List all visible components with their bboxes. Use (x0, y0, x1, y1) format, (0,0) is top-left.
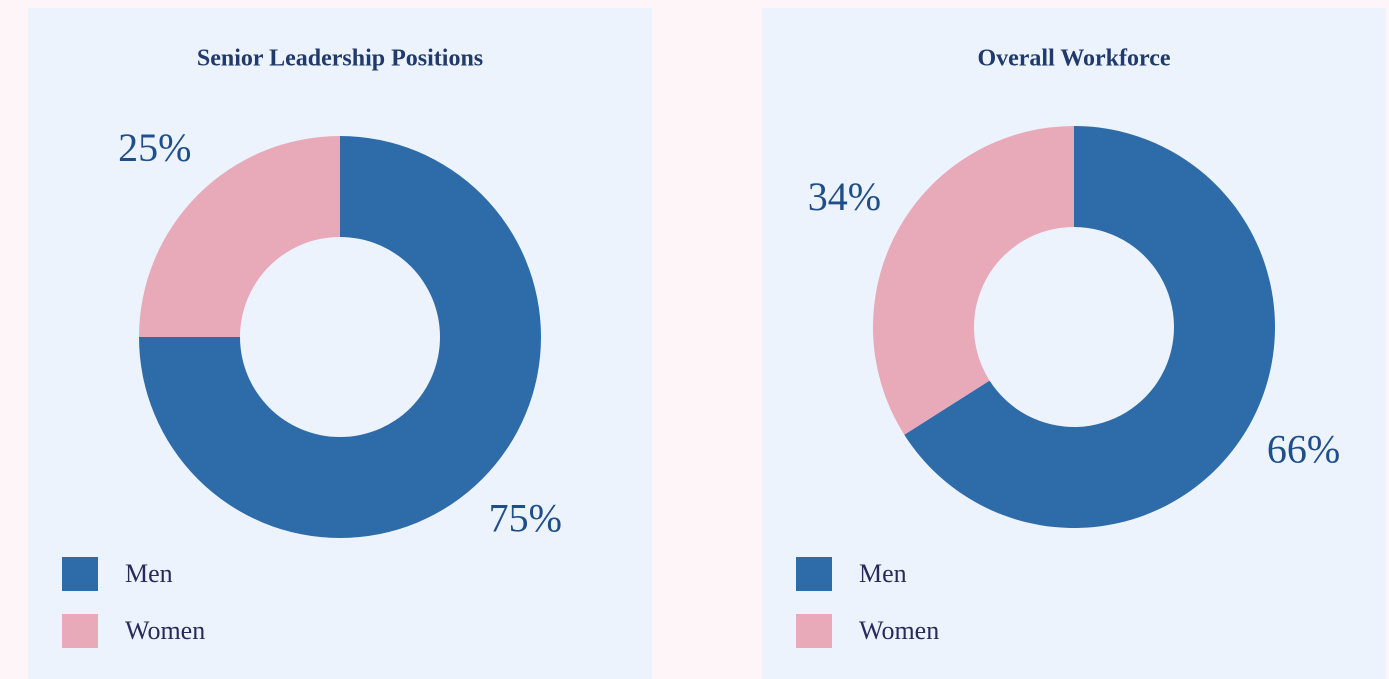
legend-swatch (796, 557, 832, 591)
panel (762, 8, 1386, 679)
panel (28, 8, 652, 679)
legend-label: Men (125, 559, 173, 588)
legend-swatch (62, 557, 98, 591)
value-label: 34% (808, 174, 881, 219)
legend-label: Women (859, 616, 939, 645)
value-label: 66% (1267, 426, 1340, 471)
chart-title: Overall Workforce (977, 46, 1170, 72)
donut-slice (904, 126, 1275, 528)
value-label: 75% (489, 495, 562, 540)
donut-slice (873, 125, 1074, 435)
donut-slice (139, 136, 340, 337)
legend-swatch (796, 614, 832, 648)
legend-label: Women (125, 616, 205, 645)
value-label: 25% (118, 125, 191, 170)
donut-slice (139, 136, 541, 538)
chart-title: Senior Leadership Positions (197, 46, 483, 72)
legend-swatch (62, 614, 98, 648)
legend-label: Men (859, 559, 907, 588)
